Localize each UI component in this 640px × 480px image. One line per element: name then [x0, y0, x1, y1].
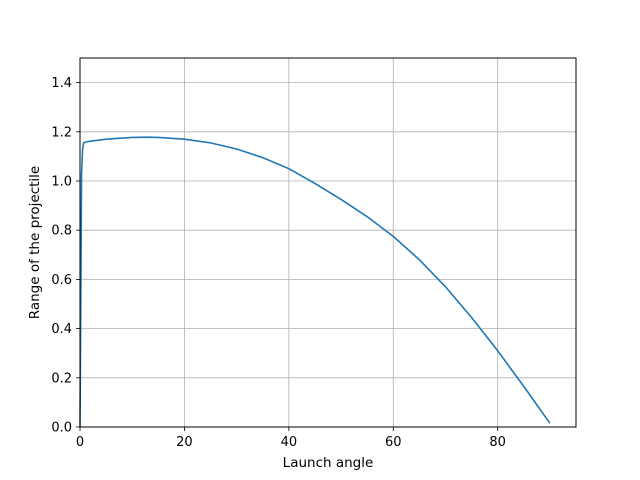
- x-tick-label: 0: [76, 435, 84, 450]
- y-axis-ticks: 0.0 0.2 0.4 0.6 0.8 1.0 1.2 1.4: [51, 76, 80, 436]
- x-axis-label: Launch angle: [283, 455, 374, 471]
- y-tick-label: 0.8: [51, 224, 72, 239]
- y-tick-label: 1.0: [51, 175, 72, 190]
- plot-frame: [79, 57, 577, 428]
- y-tick-label: 1.2: [51, 125, 72, 140]
- x-tick-label: 60: [385, 435, 402, 450]
- x-tick-label: 20: [176, 435, 193, 450]
- x-axis-ticks: 0 20 40 60 80: [76, 427, 506, 450]
- y-tick-label: 0.0: [51, 421, 72, 436]
- x-tick-label: 40: [281, 435, 298, 450]
- range-series-line: [79, 136, 551, 428]
- x-tick-label: 80: [489, 435, 506, 450]
- series-layer: [79, 136, 551, 428]
- y-tick-label: 0.4: [51, 322, 72, 337]
- y-tick-label: 0.6: [51, 273, 72, 288]
- y-tick-label: 0.2: [51, 371, 72, 386]
- y-axis-label: Range of the projectile: [27, 166, 43, 320]
- y-tick-label: 1.4: [51, 76, 72, 91]
